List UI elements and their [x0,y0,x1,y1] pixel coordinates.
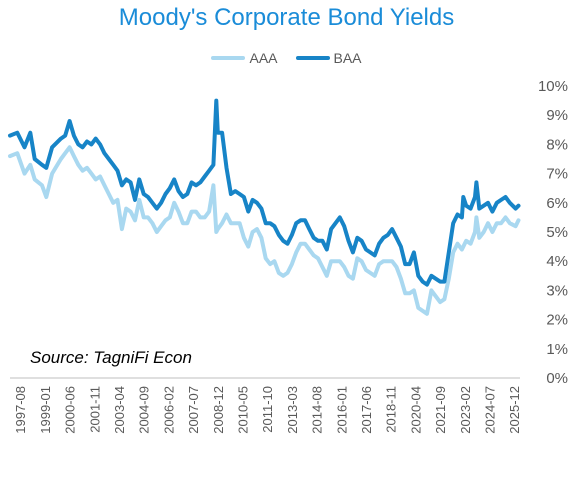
x-tick-label: 2024-07 [483,386,498,434]
y-tick-label: 9% [546,107,568,124]
y-tick-label: 3% [546,282,568,299]
y-tick-label: 0% [546,370,568,387]
x-axis: 1997-08 1999-01 2000-06 2001-11 2003-04 2004-… [10,378,522,434]
x-tick-label: 2018-11 [384,386,399,433]
series-line-aaa [10,147,519,313]
x-tick-label: 2004-09 [137,386,152,434]
y-tick-label: 8% [546,136,568,153]
x-tick-label: 2001-11 [87,386,102,433]
x-tick-label: 2020-04 [408,386,423,434]
x-tick-label: 2010-05 [236,386,251,434]
x-tick-label: 2008-12 [211,386,226,434]
y-tick-label: 2% [546,312,568,329]
x-tick-label: 1999-01 [38,386,53,434]
y-tick-label: 5% [546,224,568,241]
x-tick-label: 2006-02 [161,386,176,434]
y-axis: 0% 1% 2% 3% 4% 5% 6% 7% 8% 9% 10% [538,78,568,387]
y-tick-label: 10% [538,78,568,95]
x-tick-label: 2017-06 [359,386,374,434]
y-tick-label: 6% [546,195,568,212]
x-tick-label: 2007-07 [186,386,201,434]
y-tick-label: 4% [546,253,568,270]
x-tick-label: 1997-08 [13,386,28,434]
y-tick-label: 7% [546,166,568,183]
x-tick-label: 2025-12 [507,386,522,434]
x-tick-label: 2014-08 [310,386,325,434]
x-tick-label: 2023-02 [458,386,473,434]
x-tick-label: 2016-01 [334,386,349,434]
x-tick-label: 2021-09 [433,386,448,434]
source-note: Source: TagniFi Econ [30,348,192,368]
x-tick-label: 2003-04 [112,386,127,434]
x-tick-label: 2000-06 [63,386,78,434]
y-tick-label: 1% [546,341,568,358]
x-tick-label: 2011-10 [260,386,275,433]
x-tick-label: 2013-03 [285,386,300,434]
series-layer [10,101,519,314]
